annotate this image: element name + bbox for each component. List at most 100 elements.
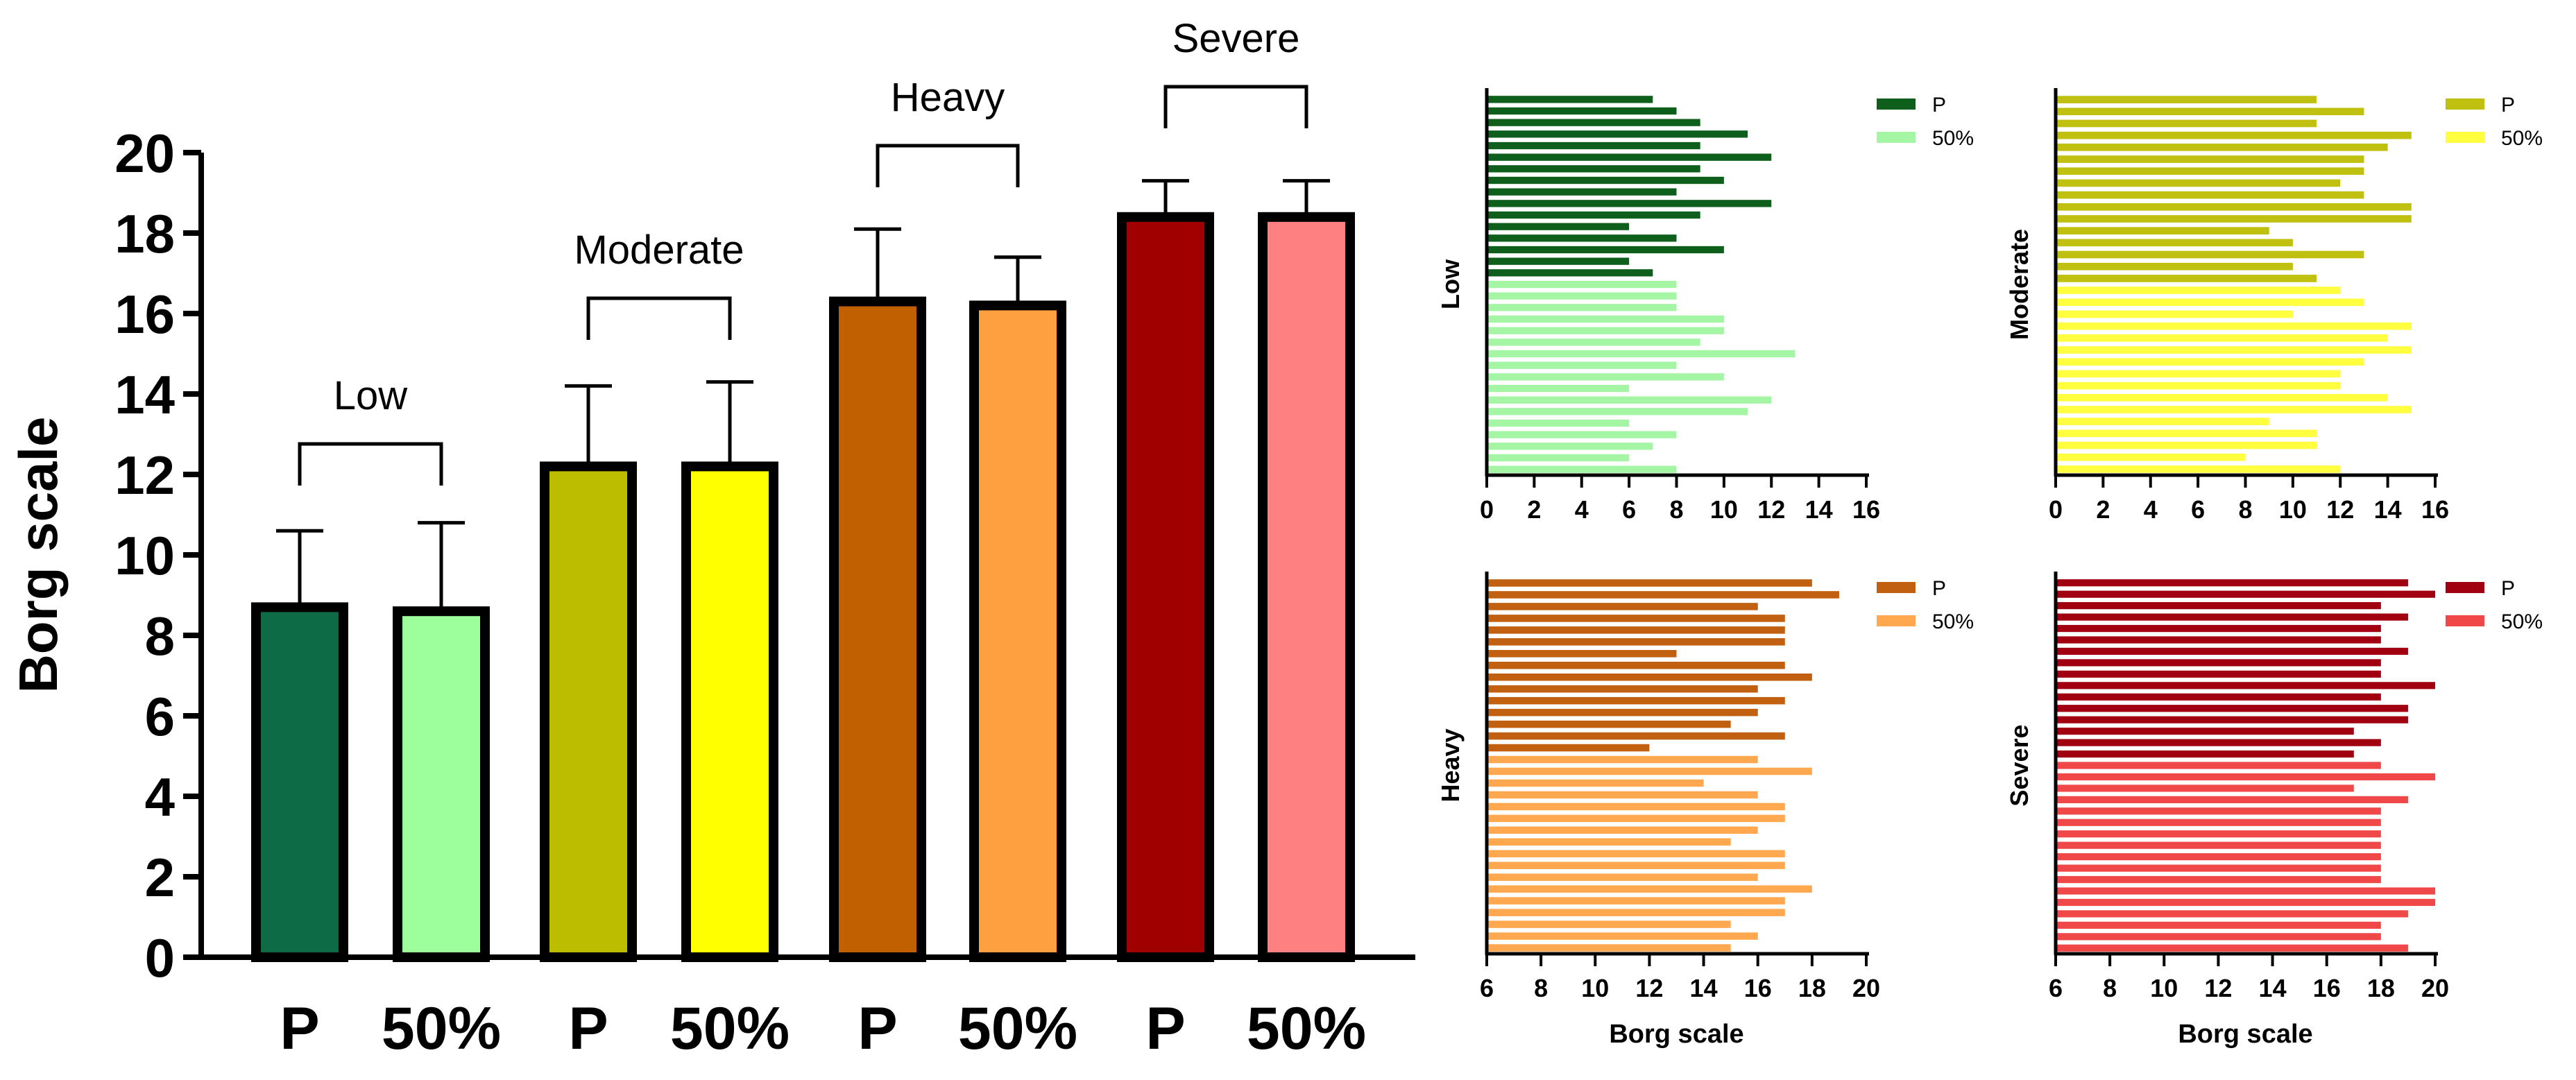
moderate-p-bar (2056, 144, 2388, 151)
moderate-50-bar (2056, 393, 2388, 402)
heavy-p-bar (1487, 662, 1785, 669)
severe-p-bar (2056, 670, 2381, 678)
severe-p-bar (2056, 682, 2435, 689)
severe-p-bar (2056, 636, 2381, 644)
moderate-p-bar (2056, 179, 2341, 187)
group-bracket (298, 442, 443, 486)
moderate-p-bar (2056, 250, 2364, 259)
moderate-p-bar (2056, 227, 2269, 234)
main-x-tick-label: P (280, 995, 319, 1062)
moderate-50-bar (2056, 429, 2317, 438)
severe-y-axis-label: Severe (2005, 724, 2033, 806)
low-50-bar (1487, 454, 1630, 462)
low-x-tick-label: 0 (1480, 495, 1494, 524)
heavy-50-bar (1487, 850, 1785, 858)
heavy-50-bar (1487, 897, 1785, 905)
heavy-50-bar (1487, 932, 1758, 940)
low-p-bar (1487, 119, 1700, 126)
low-y-axis-label: Low (1436, 259, 1465, 309)
severe-legend-label-50: 50% (2501, 610, 2543, 633)
severe-p-bar (2056, 750, 2354, 758)
low-50-bar (1487, 280, 1677, 289)
severe-x-tick-label: 12 (2204, 974, 2232, 1002)
heavy-x-tick-label: 10 (1581, 974, 1609, 1002)
group-label: Low (334, 373, 409, 418)
heavy-p-bar (1487, 626, 1785, 634)
low-x-tick-label: 2 (1527, 495, 1541, 524)
severe-x-tick-label: 6 (2049, 974, 2063, 1002)
main-y-tick-label: 14 (114, 364, 175, 425)
heavy-legend-label-p: P (1932, 577, 1946, 600)
low-50-bar (1487, 465, 1677, 473)
main-x-tick-label: 50% (382, 995, 501, 1062)
heavy-p-bar (1487, 744, 1650, 752)
heavy-p-bar (1487, 673, 1812, 681)
moderate-x-tick-label: 2 (2096, 495, 2110, 524)
heavy-x-tick-label: 18 (1798, 974, 1826, 1002)
main-x-tick-label: 50% (1247, 995, 1366, 1062)
low-x-tick-label: 12 (1757, 495, 1785, 524)
severe-x-tick-label: 20 (2421, 974, 2449, 1002)
moderate-p-bar (2056, 191, 2364, 199)
low-p-bar (1487, 130, 1748, 138)
low-x-tick-label: 8 (1669, 495, 1683, 524)
main-y-tick-label: 0 (145, 927, 175, 988)
heavy-p-bar (1487, 615, 1785, 622)
heavy-p-bar (1487, 638, 1785, 646)
moderate-x-tick-label: 12 (2326, 495, 2354, 524)
low-legend-label-p: P (1932, 94, 1946, 117)
group-bracket (876, 144, 1020, 187)
heavy-x-tick-label: 16 (1744, 974, 1772, 1002)
severe-50-bar (2056, 875, 2381, 884)
main-y-tick-label: 4 (145, 766, 175, 828)
severe-p-bar (2056, 590, 2435, 598)
moderate-p-bar (2056, 96, 2317, 103)
low-50-bar (1487, 361, 1677, 369)
low-legend-swatch-p (1877, 98, 1916, 110)
low-50-bar (1487, 292, 1677, 300)
heavy-p-bar (1487, 685, 1758, 693)
moderate-50-bar (2056, 334, 2388, 342)
heavy-50-bar (1487, 920, 1731, 928)
moderate-legend-label-p: P (2501, 94, 2515, 117)
low-p-bar (1487, 200, 1772, 207)
low-x-tick-label: 4 (1575, 495, 1589, 524)
moderate-50-bar (2056, 310, 2293, 318)
severe-p-bar (2056, 716, 2408, 723)
severe-p-bar (2056, 659, 2381, 667)
group-bracket (1163, 85, 1308, 128)
severe-legend-swatch-p (2446, 582, 2484, 593)
heavy-p-bar (1487, 579, 1812, 587)
low-50-bar (1487, 396, 1772, 404)
main-x-tick-label: P (1145, 995, 1185, 1062)
panel-severe: 6 8 10 12 14 16 18 20 Severe Borg scale P 50% (2005, 572, 2543, 1049)
heavy-p-bar (1487, 708, 1758, 717)
main-y-tick-label: 20 (114, 123, 175, 184)
moderate-x-tick-label: 14 (2374, 495, 2402, 524)
group-label: Heavy (891, 75, 1005, 120)
severe-p-bar (2056, 705, 2408, 712)
heavy-x-tick-label: 12 (1635, 974, 1663, 1002)
heavy-p-bar (1487, 591, 1839, 599)
main-x-tick-label: P (568, 995, 608, 1062)
heavy-50-bar (1487, 791, 1758, 799)
moderate-x-tick-label: 4 (2144, 495, 2158, 524)
moderate-x-tick-label: 0 (2049, 495, 2063, 524)
moderate-p-bar (2056, 167, 2364, 175)
severe-50-bar (2056, 807, 2381, 815)
main-chart: Borg scale 0 2 4 6 8 10 12 14 16 18 20 P 50% P 50% P 50% P… (8, 16, 1415, 1062)
severe-p-bar (2056, 602, 2381, 610)
heavy-p-bar (1487, 732, 1785, 740)
moderate-50-bar (2056, 298, 2364, 307)
low-p-bar (1487, 176, 1724, 185)
heavy-50-bar (1487, 767, 1812, 775)
main-bar (540, 461, 637, 962)
low-50-bar (1487, 304, 1677, 311)
main-bar (681, 461, 778, 962)
heavy-x-axis-label: Borg scale (1609, 1020, 1743, 1049)
main-y-tick-label: 8 (145, 606, 175, 667)
severe-50-bar (2056, 864, 2381, 872)
main-bar (1258, 212, 1355, 962)
main-y-tick-label: 18 (114, 203, 175, 264)
